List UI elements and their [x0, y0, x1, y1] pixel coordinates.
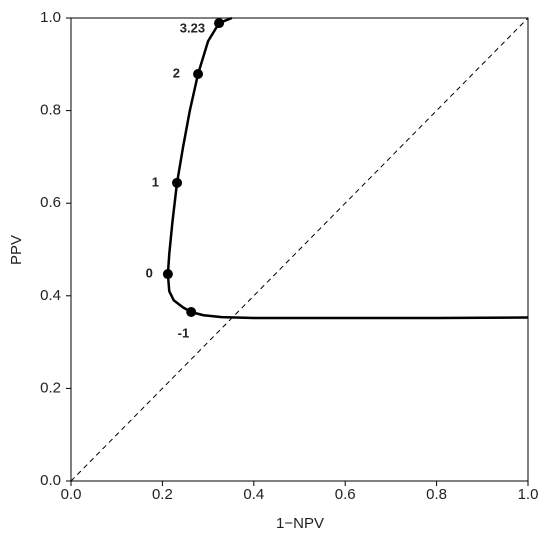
x-tick-label: 1.0: [518, 486, 539, 503]
point: [214, 18, 225, 29]
y-tick-label: 0.0: [40, 472, 61, 489]
y-tick-label: 0.6: [40, 194, 61, 211]
point: [162, 269, 173, 280]
x-tick-label: 0.4: [243, 486, 264, 503]
y-axis-title: PPV: [8, 235, 25, 265]
point-label: 3.23: [180, 21, 205, 36]
curve: [166, 16, 529, 320]
point: [193, 69, 204, 80]
plot-frame: [70, 17, 529, 482]
point-label: 0: [146, 265, 153, 280]
point-label: 2: [173, 65, 180, 80]
y-tick-label: 0.8: [40, 102, 61, 119]
y-tick-label: 1.0: [40, 9, 61, 26]
point: [186, 307, 197, 318]
x-tick-label: 0.0: [61, 486, 82, 503]
point: [172, 177, 183, 188]
x-tick-label: 0.2: [152, 486, 173, 503]
x-tick-label: 0.6: [335, 486, 356, 503]
reference-line: [70, 17, 529, 482]
x-tick-label: 0.8: [426, 486, 447, 503]
y-tick-label: 0.2: [40, 379, 61, 396]
point-label: 1: [152, 174, 159, 189]
point-label: -1: [178, 325, 190, 340]
y-tick-label: 0.4: [40, 287, 61, 304]
x-axis-title: 1−NPV: [276, 515, 324, 532]
